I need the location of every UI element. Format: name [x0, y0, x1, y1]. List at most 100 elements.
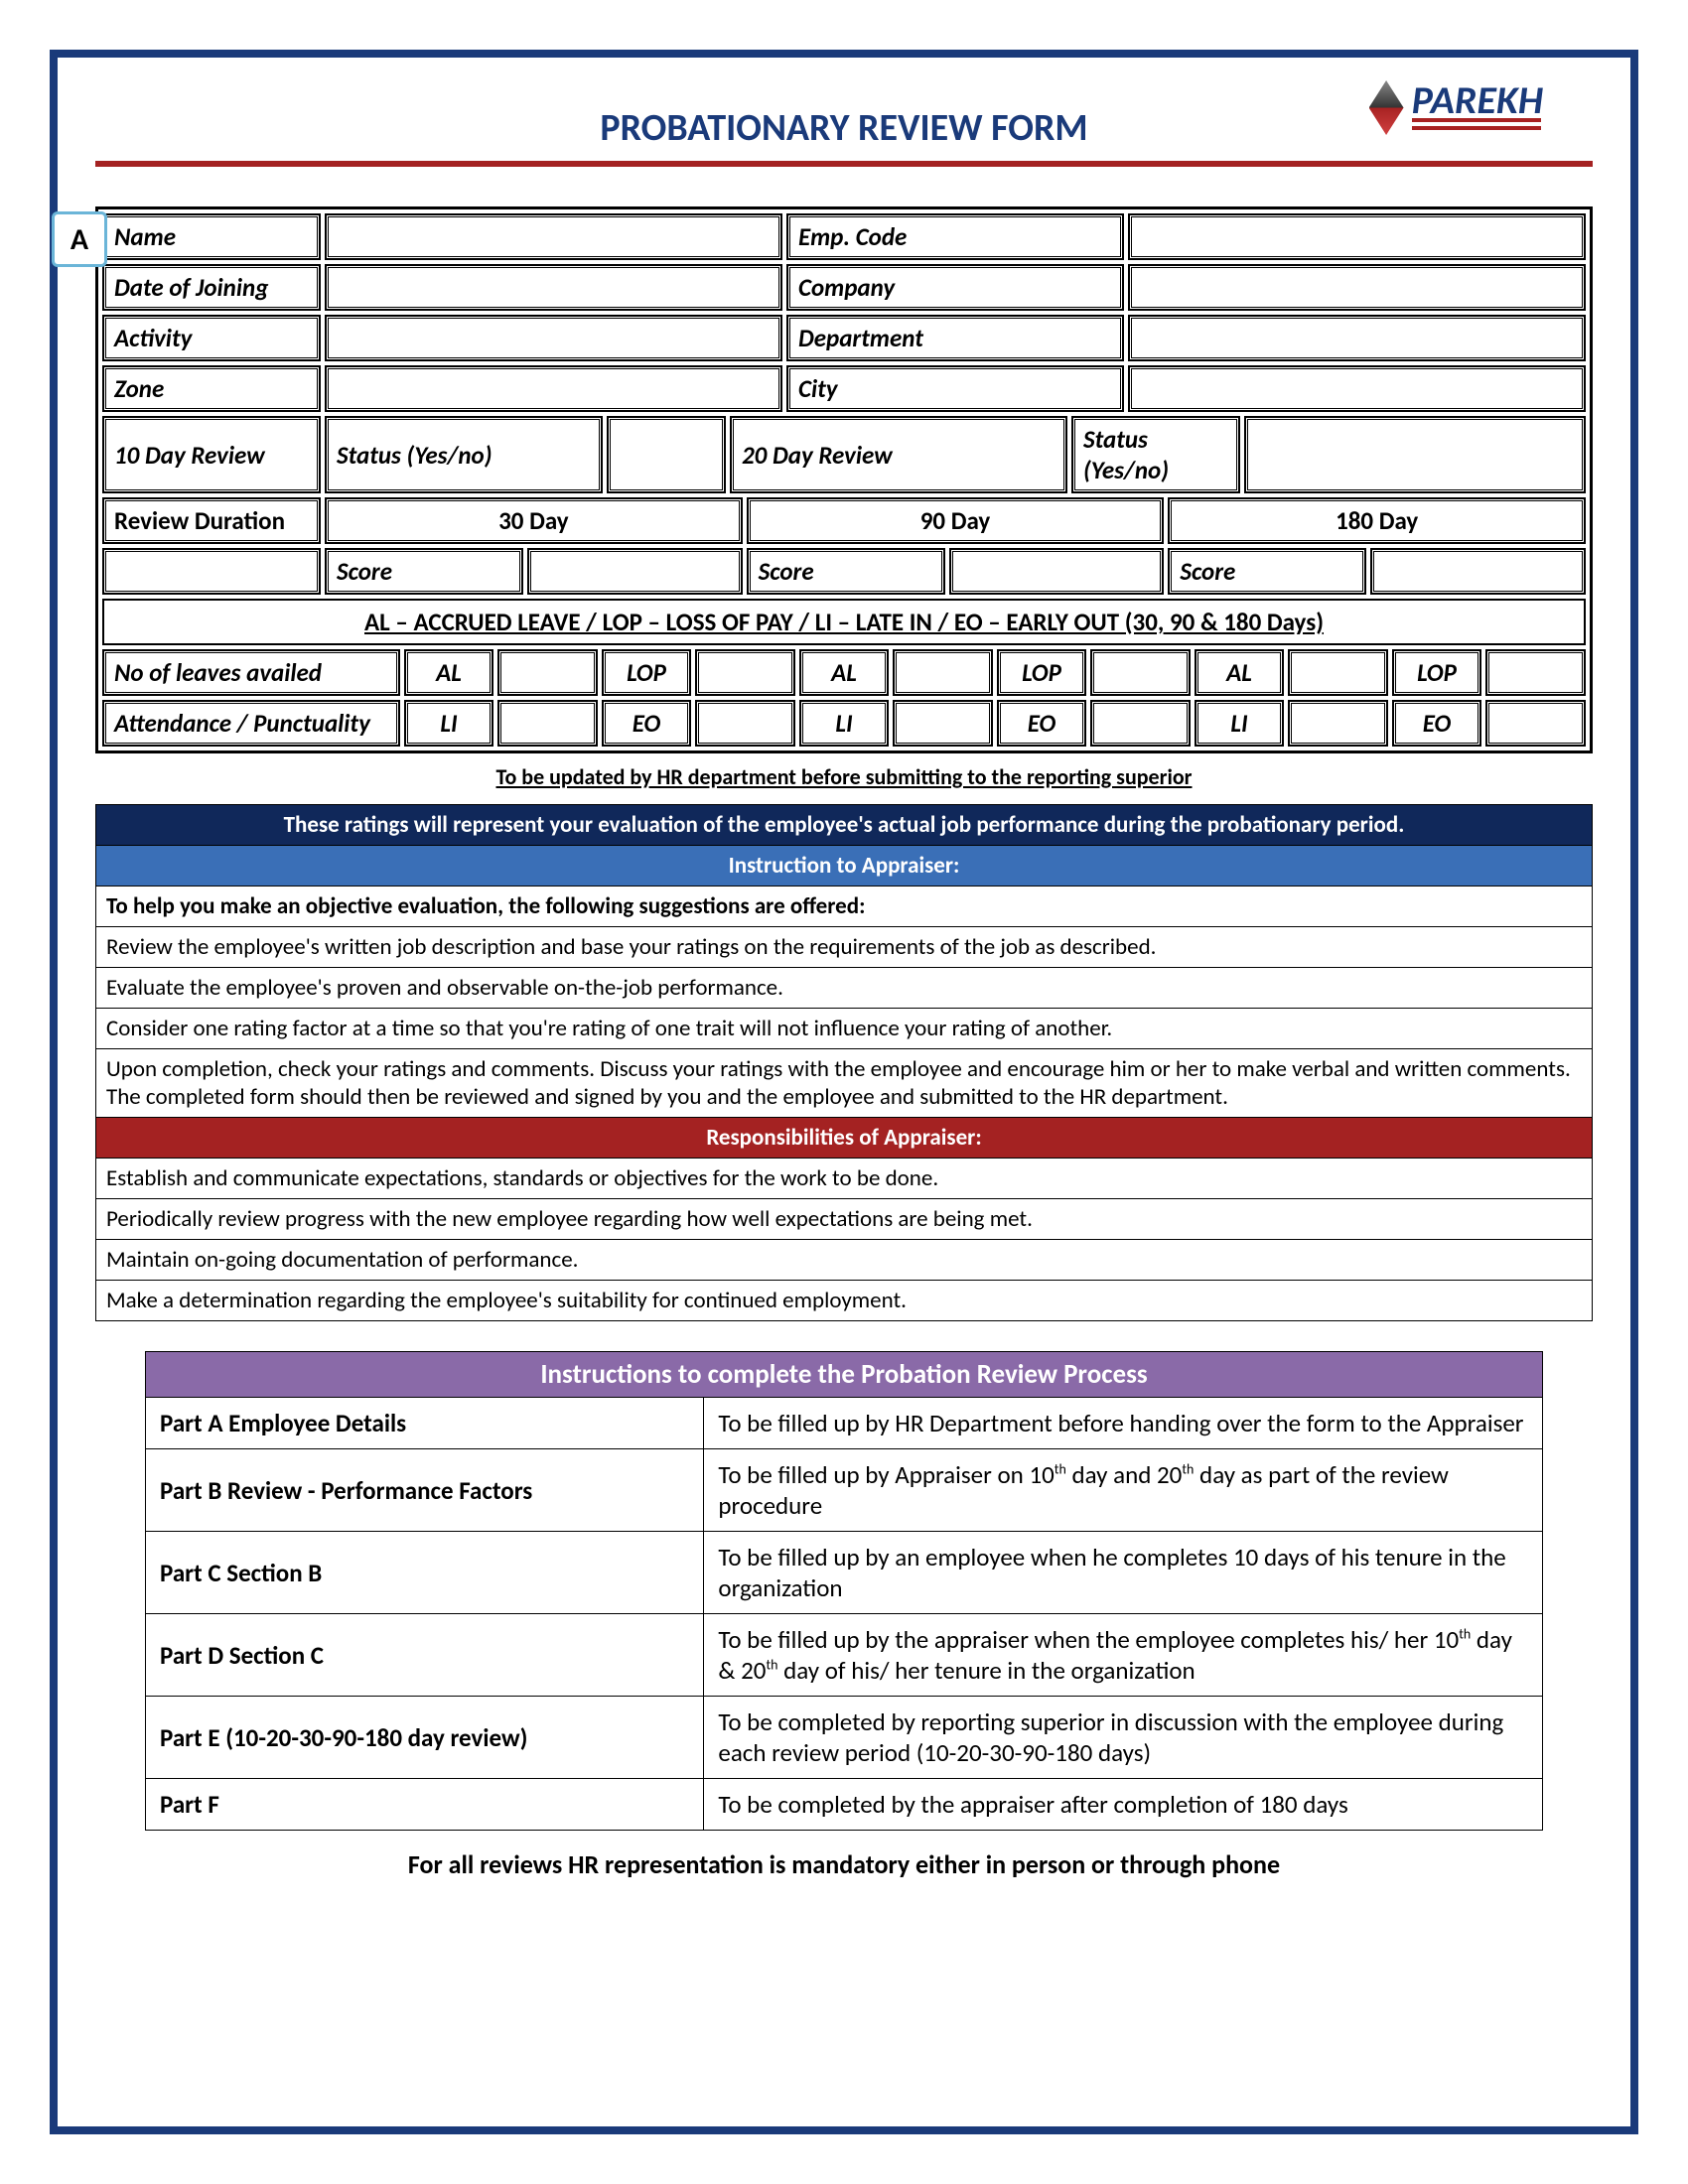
input-al-1[interactable]	[497, 649, 598, 696]
label-li-1: LI	[404, 700, 493, 747]
process-part: Part B Review - Performance Factors	[146, 1449, 704, 1531]
label-li-3: LI	[1195, 700, 1284, 747]
col-180day: 180 Day	[1168, 497, 1586, 544]
process-row: Part E (10-20-30-90-180 day review)To be…	[146, 1697, 1542, 1779]
responsibility-3: Maintain on-going documentation of perfo…	[95, 1240, 1593, 1281]
input-department[interactable]	[1128, 315, 1586, 361]
label-company: Company	[786, 264, 1124, 311]
process-table-head: Instructions to complete the Probation R…	[146, 1352, 1542, 1398]
input-name[interactable]	[325, 213, 782, 260]
input-lop-1[interactable]	[695, 649, 795, 696]
label-doj: Date of Joining	[102, 264, 321, 311]
col-90day: 90 Day	[747, 497, 1165, 544]
input-company[interactable]	[1128, 264, 1586, 311]
input-status1[interactable]	[607, 416, 726, 493]
process-desc: To be completed by the appraiser after c…	[704, 1779, 1542, 1830]
input-emp-code[interactable]	[1128, 213, 1586, 260]
label-leaves: No of leaves availed	[102, 649, 400, 696]
label-status1: Status (Yes/no)	[325, 416, 603, 493]
process-row: Part C Section BTo be filled up by an em…	[146, 1532, 1542, 1614]
process-row: Part FTo be completed by the appraiser a…	[146, 1779, 1542, 1830]
instruction-3: Consider one rating factor at a time so …	[95, 1009, 1593, 1049]
input-al-2[interactable]	[893, 649, 993, 696]
process-row: Part B Review - Performance FactorsTo be…	[146, 1449, 1542, 1532]
process-part: Part C Section B	[146, 1532, 704, 1613]
instruction-lead: To help you make an objective evaluation…	[95, 887, 1593, 927]
input-li-3[interactable]	[1288, 700, 1388, 747]
label-lop-1: LOP	[602, 649, 691, 696]
label-al-2: AL	[799, 649, 889, 696]
input-city[interactable]	[1128, 365, 1586, 412]
input-li-2[interactable]	[893, 700, 993, 747]
process-part: Part F	[146, 1779, 704, 1830]
instruction-4: Upon completion, check your ratings and …	[95, 1049, 1593, 1118]
process-desc: To be filled up by an employee when he c…	[704, 1532, 1542, 1613]
legend-text: AL – ACCRUED LEAVE / LOP – LOSS OF PAY /…	[102, 599, 1586, 645]
label-eo-1: EO	[602, 700, 691, 747]
label-eo-3: EO	[1392, 700, 1481, 747]
label-score-3: Score	[1168, 548, 1366, 595]
hr-footnote: To be updated by HR department before su…	[75, 763, 1613, 790]
header: PROBATIONARY REVIEW FORM PAREKH	[75, 105, 1613, 151]
label-lop-2: LOP	[997, 649, 1086, 696]
instruction-2: Evaluate the employee's proven and obser…	[95, 968, 1593, 1009]
logo: PAREKH	[1369, 80, 1543, 135]
col-30day: 30 Day	[325, 497, 743, 544]
divider	[95, 161, 1593, 167]
label-emp-code: Emp. Code	[786, 213, 1124, 260]
label-score-2: Score	[747, 548, 945, 595]
input-status2[interactable]	[1244, 416, 1586, 493]
banner-responsibilities: Responsibilities of Appraiser:	[95, 1118, 1593, 1159]
input-lop-3[interactable]	[1485, 649, 1586, 696]
label-city: City	[786, 365, 1124, 412]
label-activity: Activity	[102, 315, 321, 361]
process-desc: To be filled up by the appraiser when th…	[704, 1614, 1542, 1696]
label-lop-3: LOP	[1392, 649, 1481, 696]
process-part: Part E (10-20-30-90-180 day review)	[146, 1697, 704, 1778]
employee-details-grid: Name Emp. Code Date of Joining Company A…	[95, 206, 1593, 753]
page-frame: PROBATIONARY REVIEW FORM PAREKH A Name E…	[50, 50, 1638, 2134]
responsibility-2: Periodically review progress with the ne…	[95, 1199, 1593, 1240]
process-part: Part A Employee Details	[146, 1398, 704, 1448]
banner-instruction: Instruction to Appraiser:	[95, 846, 1593, 887]
input-al-3[interactable]	[1288, 649, 1388, 696]
input-score-180[interactable]	[1370, 548, 1586, 595]
label-score-1: Score	[325, 548, 523, 595]
label-status2: Status (Yes/no)	[1071, 416, 1240, 493]
input-zone[interactable]	[325, 365, 782, 412]
label-duration: Review Duration	[102, 497, 321, 544]
logo-text: PAREKH	[1412, 86, 1543, 114]
input-score-90[interactable]	[949, 548, 1165, 595]
process-desc: To be filled up by HR Department before …	[704, 1398, 1542, 1448]
label-10day: 10 Day Review	[102, 416, 321, 493]
responsibility-1: Establish and communicate expectations, …	[95, 1159, 1593, 1199]
input-doj[interactable]	[325, 264, 782, 311]
input-li-1[interactable]	[497, 700, 598, 747]
process-row: Part D Section CTo be filled up by the a…	[146, 1614, 1542, 1697]
label-eo-2: EO	[997, 700, 1086, 747]
input-activity[interactable]	[325, 315, 782, 361]
responsibility-4: Make a determination regarding the emplo…	[95, 1281, 1593, 1321]
input-eo-1[interactable]	[695, 700, 795, 747]
input-lop-2[interactable]	[1090, 649, 1191, 696]
label-name: Name	[102, 213, 321, 260]
label-al-1: AL	[404, 649, 493, 696]
process-row: Part A Employee DetailsTo be filled up b…	[146, 1398, 1542, 1449]
process-desc: To be filled up by Appraiser on 10th day…	[704, 1449, 1542, 1531]
input-eo-3[interactable]	[1485, 700, 1586, 747]
process-part: Part D Section C	[146, 1614, 704, 1696]
label-attendance: Attendance / Punctuality	[102, 700, 400, 747]
instruction-1: Review the employee's written job descri…	[95, 927, 1593, 968]
label-li-2: LI	[799, 700, 889, 747]
end-note: For all reviews HR representation is man…	[75, 1848, 1613, 1880]
label-department: Department	[786, 315, 1124, 361]
page-title: PROBATIONARY REVIEW FORM	[600, 105, 1087, 151]
blank-cell	[102, 548, 321, 595]
process-table: Instructions to complete the Probation R…	[145, 1351, 1543, 1831]
input-eo-2[interactable]	[1090, 700, 1191, 747]
section-badge-a: A	[52, 211, 107, 267]
diamond-icon	[1369, 80, 1404, 135]
input-score-30[interactable]	[527, 548, 743, 595]
label-al-3: AL	[1195, 649, 1284, 696]
process-desc: To be completed by reporting superior in…	[704, 1697, 1542, 1778]
